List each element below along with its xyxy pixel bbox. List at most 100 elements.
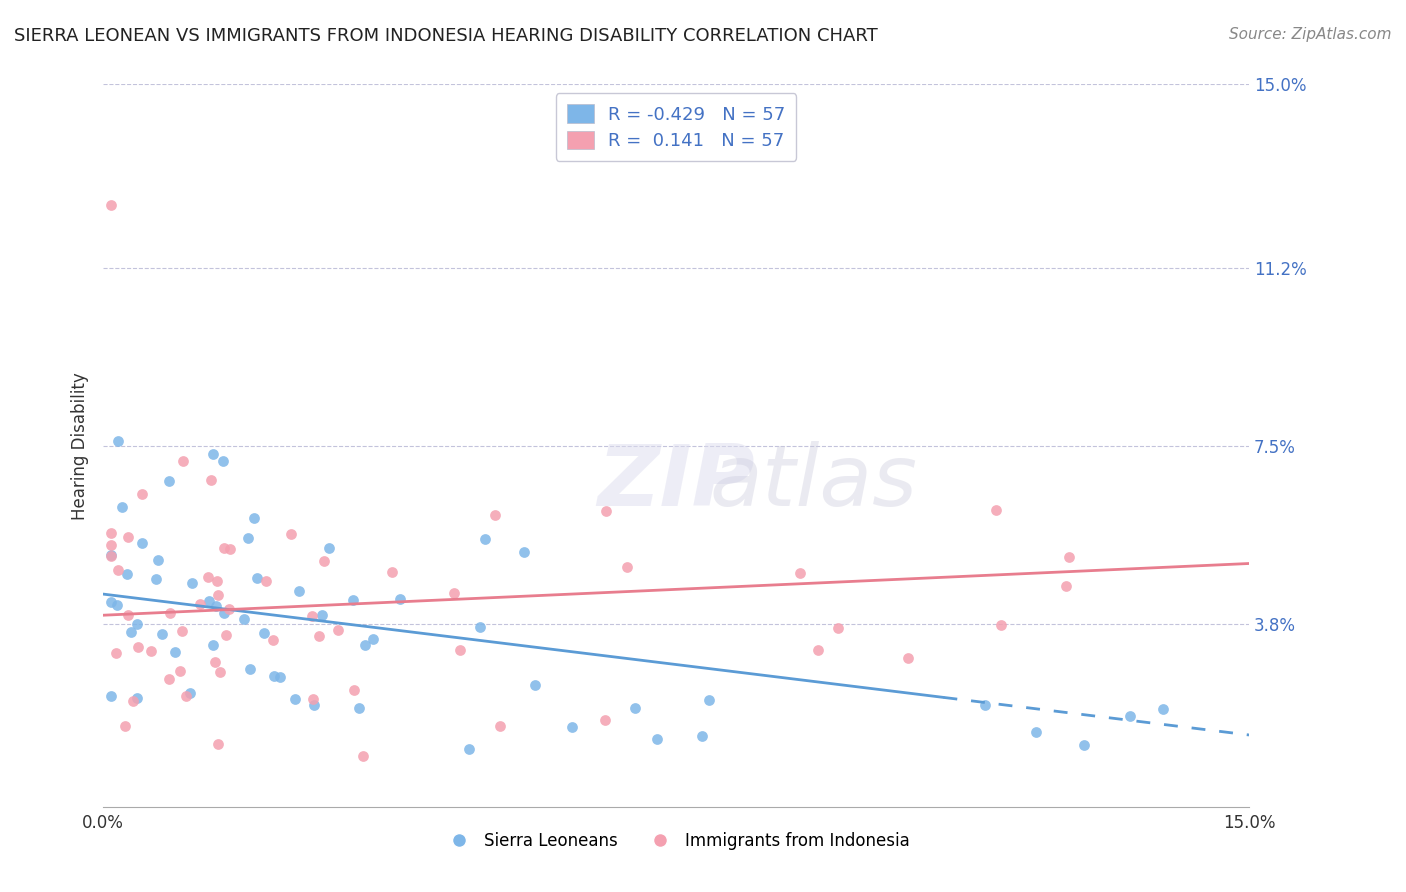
Point (595, 714, 617, 728)
Point (100, 526, 122, 541)
Point (616, 560, 638, 574)
Text: Source: ZipAtlas.com: Source: ZipAtlas.com (1229, 27, 1392, 42)
Point (169, 664, 191, 678)
Point (145, 572, 167, 586)
Point (361, 632, 384, 646)
Point (100, 537, 122, 551)
Point (311, 608, 333, 623)
Point (105, 599, 128, 613)
Point (595, 504, 617, 518)
Point (443, 586, 465, 600)
Point (1152, 701, 1174, 715)
Point (197, 593, 219, 607)
Text: atlas: atlas (710, 441, 918, 524)
Point (172, 454, 194, 468)
Point (157, 673, 180, 687)
Point (449, 643, 471, 657)
Point (117, 529, 139, 543)
Point (100, 594, 122, 608)
Point (302, 698, 325, 713)
Point (111, 500, 134, 514)
Point (807, 643, 830, 657)
Point (974, 698, 997, 712)
Point (209, 665, 232, 680)
Point (353, 638, 375, 652)
Point (647, 732, 669, 747)
Point (236, 531, 259, 545)
Point (468, 619, 491, 633)
Point (207, 588, 229, 602)
Point (1025, 725, 1047, 739)
Point (163, 645, 186, 659)
Legend: R = -0.429   N = 57, R =  0.141   N = 57: R = -0.429 N = 57, R = 0.141 N = 57 (555, 94, 796, 161)
Point (200, 473, 222, 487)
Point (100, 198, 122, 212)
Point (204, 655, 226, 669)
Point (1073, 738, 1095, 752)
Point (114, 719, 136, 733)
Point (125, 616, 148, 631)
Point (214, 628, 236, 642)
Point (157, 474, 180, 488)
Point (984, 503, 1007, 517)
Point (381, 565, 404, 579)
Point (1119, 708, 1142, 723)
Point (263, 668, 285, 682)
Point (181, 575, 204, 590)
Point (174, 689, 197, 703)
Point (280, 527, 302, 541)
Point (100, 549, 122, 563)
Point (146, 553, 169, 567)
Point (207, 738, 229, 752)
Point (347, 700, 370, 714)
Point (789, 566, 811, 581)
Point (389, 592, 412, 607)
Point (318, 541, 340, 555)
Point (262, 633, 284, 648)
Point (242, 511, 264, 525)
Point (343, 683, 366, 698)
Text: ZIP: ZIP (598, 441, 755, 524)
Point (179, 686, 201, 700)
Point (245, 571, 267, 585)
Point (204, 599, 226, 614)
Point (141, 644, 163, 658)
Point (269, 670, 291, 684)
Point (623, 700, 645, 714)
Point (100, 548, 122, 562)
Point (990, 618, 1012, 632)
Point (523, 678, 546, 692)
Text: SIERRA LEONEAN VS IMMIGRANTS FROM INDONESIA HEARING DISABILITY CORRELATION CHART: SIERRA LEONEAN VS IMMIGRANTS FROM INDONE… (14, 27, 877, 45)
Point (159, 606, 181, 620)
Point (170, 624, 193, 638)
Point (254, 574, 277, 588)
Point (352, 749, 374, 764)
Point (218, 601, 240, 615)
Point (122, 694, 145, 708)
Point (697, 693, 720, 707)
Point (1057, 550, 1080, 565)
Point (561, 720, 583, 734)
Point (107, 563, 129, 577)
Point (211, 454, 233, 468)
Y-axis label: Hearing Disability: Hearing Disability (72, 372, 89, 520)
Point (690, 729, 713, 743)
Point (308, 629, 330, 643)
Point (284, 691, 307, 706)
Point (202, 447, 225, 461)
Point (120, 625, 142, 640)
Point (125, 691, 148, 706)
Point (115, 566, 138, 581)
Point (205, 574, 228, 588)
Point (457, 742, 479, 756)
Point (1054, 579, 1077, 593)
Point (328, 623, 350, 637)
Point (201, 639, 224, 653)
Point (301, 608, 323, 623)
Point (314, 554, 336, 568)
Point (219, 541, 242, 556)
Point (897, 651, 920, 665)
Point (105, 646, 128, 660)
Point (302, 692, 325, 706)
Point (100, 689, 122, 703)
